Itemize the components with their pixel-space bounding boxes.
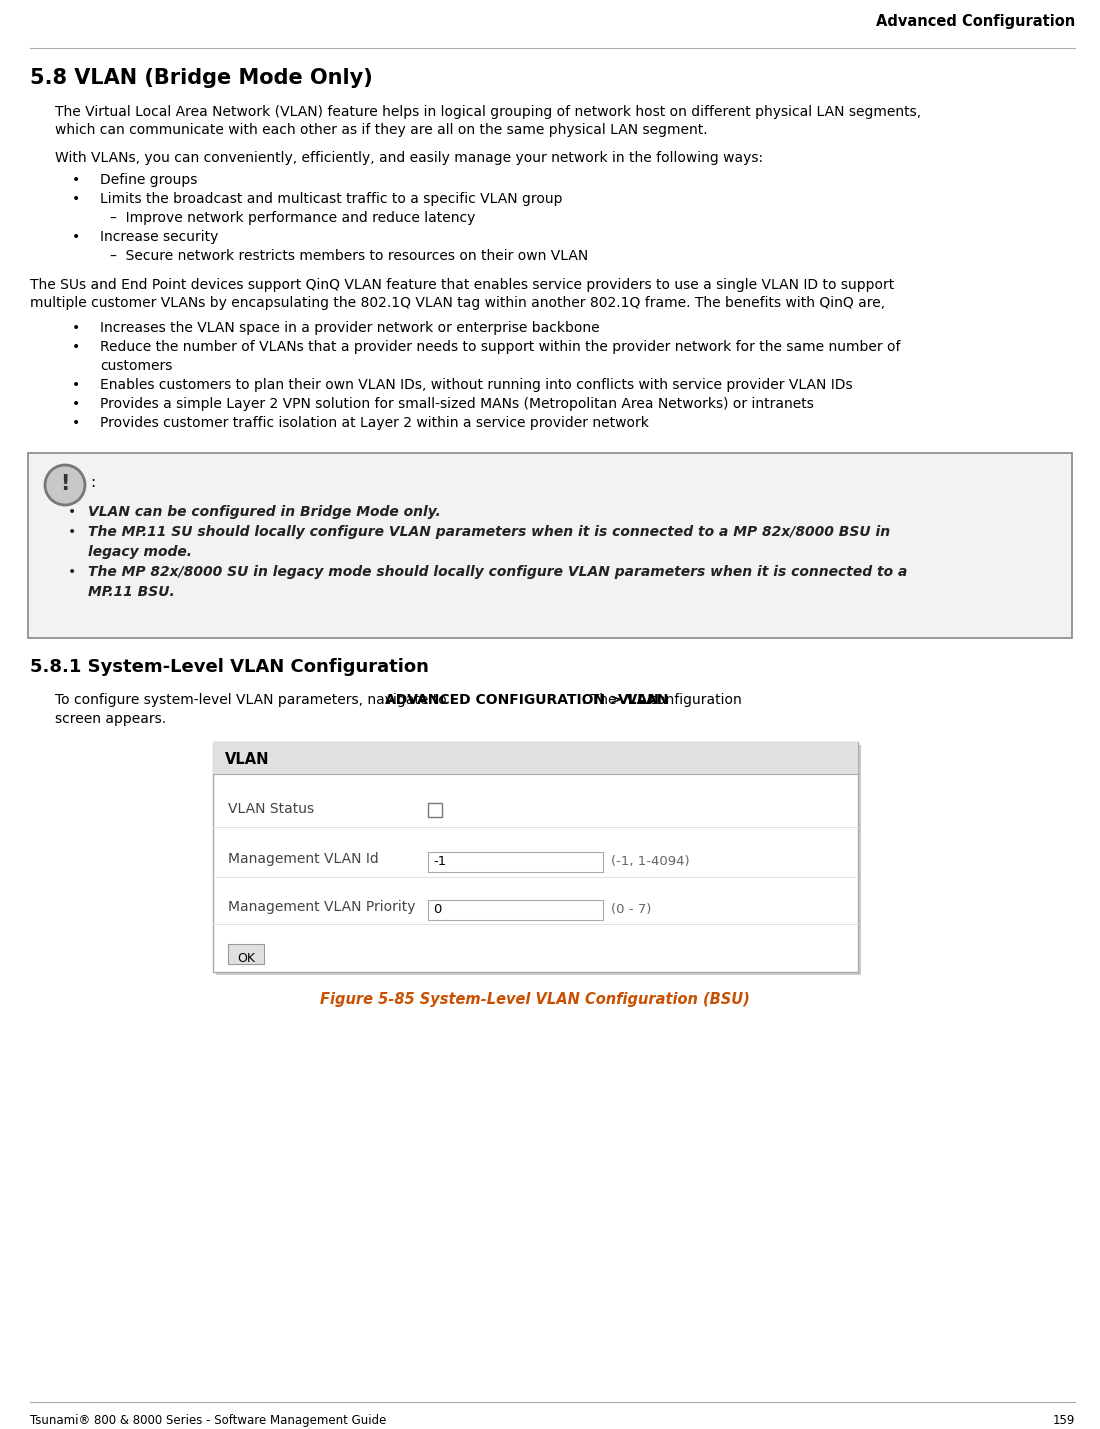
- Text: •: •: [72, 191, 80, 206]
- Text: Reduce the number of VLANs that a provider needs to support within the provider : Reduce the number of VLANs that a provid…: [100, 340, 901, 354]
- Text: –  Improve network performance and reduce latency: – Improve network performance and reduce…: [110, 211, 475, 224]
- FancyBboxPatch shape: [28, 453, 1072, 637]
- Text: •: •: [72, 379, 80, 392]
- Text: (0 - 7): (0 - 7): [610, 903, 651, 916]
- Text: VLAN: VLAN: [618, 693, 660, 707]
- Text: The Virtual Local Area Network (VLAN) feature helps in logical grouping of netwo: The Virtual Local Area Network (VLAN) fe…: [55, 104, 921, 119]
- Text: OK: OK: [236, 952, 255, 965]
- Text: –  Secure network restricts members to resources on their own VLAN: – Secure network restricts members to re…: [110, 249, 588, 263]
- FancyBboxPatch shape: [213, 742, 858, 775]
- Text: VLAN: VLAN: [226, 752, 270, 767]
- Text: multiple customer VLANs by encapsulating the 802.1Q VLAN tag within another 802.: multiple customer VLANs by encapsulating…: [30, 296, 886, 310]
- Text: (-1, 1-4094): (-1, 1-4094): [610, 855, 690, 867]
- Text: •: •: [72, 322, 80, 334]
- Text: !: !: [60, 474, 69, 494]
- Text: screen appears.: screen appears.: [55, 712, 166, 726]
- Text: Advanced Configuration: Advanced Configuration: [876, 14, 1075, 29]
- Text: Management VLAN Priority: Management VLAN Priority: [228, 900, 416, 915]
- Text: :: :: [90, 474, 95, 490]
- Text: Increase security: Increase security: [100, 230, 219, 244]
- Text: legacy mode.: legacy mode.: [88, 544, 192, 559]
- Text: 5.8.1 System-Level VLAN Configuration: 5.8.1 System-Level VLAN Configuration: [30, 657, 429, 676]
- Text: •: •: [72, 340, 80, 354]
- Text: •: •: [72, 230, 80, 244]
- FancyBboxPatch shape: [428, 900, 603, 920]
- Text: Increases the VLAN space in a provider network or enterprise backbone: Increases the VLAN space in a provider n…: [100, 322, 600, 334]
- Text: Figure 5-85 System-Level VLAN Configuration (BSU): Figure 5-85 System-Level VLAN Configurat…: [320, 992, 750, 1007]
- FancyBboxPatch shape: [216, 745, 861, 975]
- Text: Limits the broadcast and multicast traffic to a specific VLAN group: Limits the broadcast and multicast traff…: [100, 191, 562, 206]
- Text: VLAN Status: VLAN Status: [228, 802, 315, 816]
- Text: customers: customers: [100, 359, 173, 373]
- FancyBboxPatch shape: [428, 803, 442, 817]
- FancyBboxPatch shape: [428, 852, 603, 872]
- Text: -1: -1: [433, 855, 447, 867]
- Text: MP.11 BSU.: MP.11 BSU.: [88, 584, 175, 599]
- Text: Enables customers to plan their own VLAN IDs, without running into conflicts wit: Enables customers to plan their own VLAN…: [100, 379, 853, 392]
- Circle shape: [45, 464, 85, 504]
- Text: Provides customer traffic isolation at Layer 2 within a service provider network: Provides customer traffic isolation at L…: [100, 416, 649, 430]
- Text: The SUs and End Point devices support QinQ VLAN feature that enables service pro: The SUs and End Point devices support Qi…: [30, 279, 894, 292]
- Text: •: •: [68, 524, 76, 539]
- FancyBboxPatch shape: [213, 742, 858, 972]
- Text: . The: . The: [582, 693, 621, 707]
- Text: configuration: configuration: [646, 693, 742, 707]
- Text: •: •: [72, 416, 80, 430]
- Text: 5.8 VLAN (Bridge Mode Only): 5.8 VLAN (Bridge Mode Only): [30, 69, 373, 89]
- Text: VLAN can be configured in Bridge Mode only.: VLAN can be configured in Bridge Mode on…: [88, 504, 441, 519]
- Text: Management VLAN Id: Management VLAN Id: [228, 852, 378, 866]
- Text: 159: 159: [1053, 1415, 1075, 1428]
- Text: which can communicate with each other as if they are all on the same physical LA: which can communicate with each other as…: [55, 123, 707, 137]
- Text: The MP 82x/8000 SU in legacy mode should locally configure VLAN parameters when : The MP 82x/8000 SU in legacy mode should…: [88, 564, 908, 579]
- Text: Provides a simple Layer 2 VPN solution for small-sized MANs (Metropolitan Area N: Provides a simple Layer 2 VPN solution f…: [100, 397, 814, 412]
- Text: •: •: [68, 504, 76, 519]
- Text: 0: 0: [433, 903, 441, 916]
- Text: •: •: [72, 173, 80, 187]
- Text: •: •: [72, 397, 80, 412]
- Text: With VLANs, you can conveniently, efficiently, and easily manage your network in: With VLANs, you can conveniently, effici…: [55, 151, 763, 164]
- Text: Tsunami® 800 & 8000 Series - Software Management Guide: Tsunami® 800 & 8000 Series - Software Ma…: [30, 1415, 386, 1428]
- FancyBboxPatch shape: [228, 945, 264, 965]
- Text: The MP.11 SU should locally configure VLAN parameters when it is connected to a : The MP.11 SU should locally configure VL…: [88, 524, 890, 539]
- Text: Define groups: Define groups: [100, 173, 197, 187]
- Text: •: •: [68, 564, 76, 579]
- Text: ADVANCED CONFIGURATION > VLAN: ADVANCED CONFIGURATION > VLAN: [385, 693, 669, 707]
- Text: To configure system-level VLAN parameters, navigate to: To configure system-level VLAN parameter…: [55, 693, 451, 707]
